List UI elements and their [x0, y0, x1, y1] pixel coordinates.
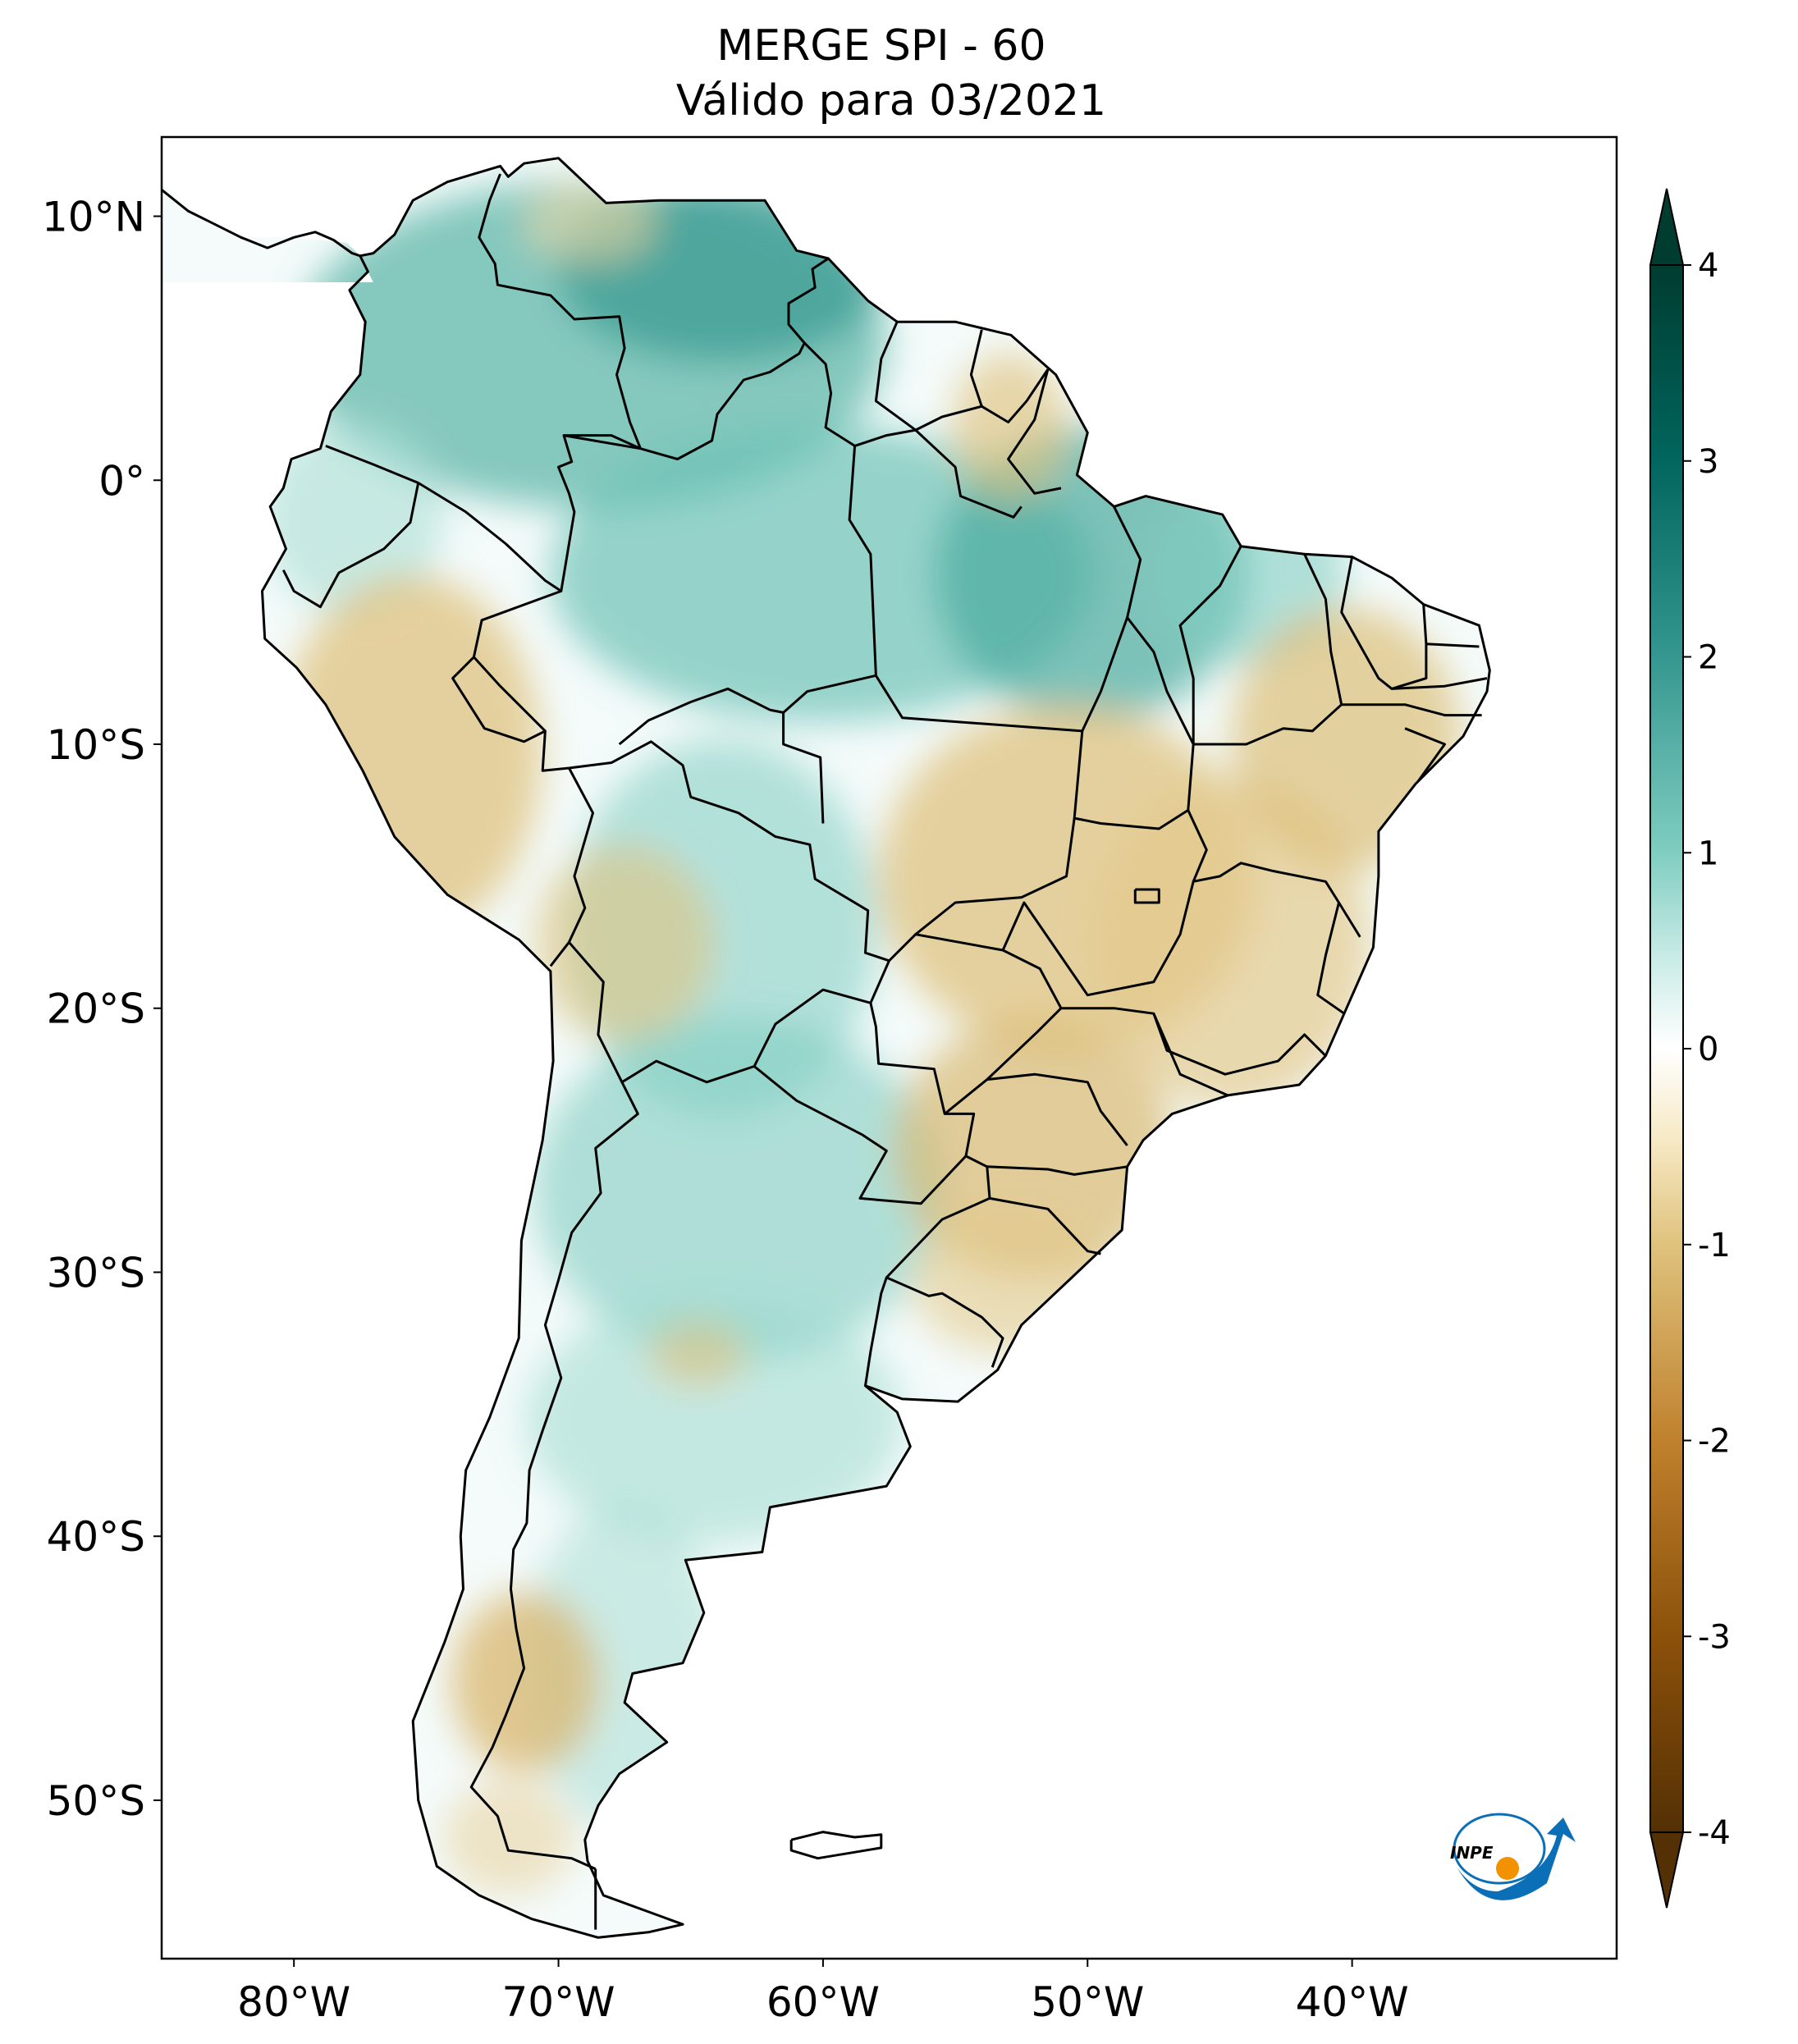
- political-boundary: [782, 712, 825, 824]
- political-boundary: [848, 446, 877, 676]
- political-boundary: [864, 1155, 991, 1387]
- political-boundary: [885, 1276, 1004, 1368]
- wet-region-ecuador: [263, 418, 443, 615]
- political-boundary: [451, 589, 570, 772]
- lon-tick-label: 80°W: [237, 1978, 350, 2026]
- dry-region-mendoza: [648, 1321, 747, 1387]
- political-boundary: [569, 740, 890, 963]
- political-boundary: [1341, 703, 1482, 717]
- dry-region-south-brazil: [894, 1017, 1174, 1280]
- lon-tick-label: 60°W: [766, 1978, 880, 2026]
- political-boundary: [478, 173, 642, 450]
- lat-tick-label: 20°S: [47, 985, 145, 1033]
- colorbar-tick-label: 2: [1698, 639, 1718, 677]
- political-boundary: [1391, 677, 1488, 690]
- lat-tick-label: 30°S: [47, 1249, 145, 1296]
- political-boundary: [473, 656, 547, 732]
- political-boundary: [1001, 880, 1195, 997]
- colorbar-tick-label: -1: [1698, 1227, 1731, 1264]
- longitude-axis: 80°W 70°W 60°W 50°W 40°W: [237, 1959, 1409, 2026]
- colorbar-tick-label: 3: [1698, 443, 1718, 481]
- political-boundary: [869, 1002, 976, 1157]
- political-boundary: [281, 482, 420, 609]
- lat-tick-label: 10°S: [47, 721, 145, 769]
- political-boundary: [1316, 902, 1345, 1015]
- political-boundary: [1133, 888, 1160, 904]
- political-boundary: [549, 941, 570, 967]
- political-boundary: [989, 1196, 1101, 1255]
- latitude-axis: 10°N 0° 10°S 20°S 30°S 40°S 50°S: [42, 194, 162, 1825]
- dry-region-tierra-del-fuego: [443, 1781, 574, 1895]
- lat-tick-label: 40°S: [47, 1513, 145, 1561]
- dry-region-bolivia-south: [533, 845, 714, 1042]
- political-boundary: [969, 329, 1050, 423]
- political-boundary: [915, 405, 982, 432]
- inpe-logo-text: INPE: [1450, 1843, 1494, 1863]
- colorbar-extend-min: [1649, 1831, 1685, 1909]
- political-boundary: [564, 434, 642, 450]
- lon-tick-label: 50°W: [1031, 1978, 1144, 2026]
- political-boundary: [568, 767, 594, 943]
- lon-tick-label: 70°W: [502, 1978, 615, 2026]
- political-boundary: [1007, 368, 1062, 495]
- colorbar-tick-label: 4: [1698, 247, 1718, 285]
- coastline: [261, 157, 1491, 1939]
- political-boundary: [640, 257, 830, 460]
- wet-region-chaco: [533, 1017, 944, 1362]
- colorbar-tick-label: -2: [1698, 1423, 1731, 1461]
- political-boundary: [914, 817, 1076, 935]
- colorbar-scale: [1649, 264, 1684, 1833]
- dry-region-patagonia: [451, 1592, 599, 1772]
- political-boundary: [888, 933, 1063, 1115]
- dry-region-amapa: [952, 353, 1067, 501]
- political-boundary: [1425, 642, 1480, 648]
- map-subtitle: Válido para 03/2021: [676, 76, 1106, 126]
- political-boundary: [875, 674, 1082, 733]
- lat-tick-label: 0°: [98, 457, 145, 505]
- political-boundary: [618, 674, 876, 746]
- lon-tick-label: 40°W: [1296, 1978, 1409, 2026]
- country-borders: [161, 157, 1491, 1939]
- political-boundary: [1178, 545, 1242, 744]
- dry-region-minas: [1091, 780, 1370, 1108]
- political-boundary: [1152, 1013, 1327, 1076]
- political-boundary: [568, 941, 890, 1084]
- colorbar-tick-label: 1: [1698, 835, 1718, 872]
- map-axes-border: [160, 135, 1618, 1960]
- colorbar-tick-label: -3: [1698, 1618, 1731, 1656]
- political-boundary: [803, 341, 916, 447]
- lat-tick-label: 50°S: [47, 1777, 145, 1825]
- political-boundary: [753, 1065, 968, 1205]
- colorbar: 4 3 2 1 0 -1 -2 -3 -4: [1649, 188, 1731, 1909]
- political-boundary: [1404, 727, 1446, 782]
- political-boundary: [789, 1831, 883, 1860]
- political-boundary: [469, 1081, 639, 1870]
- political-boundary: [1187, 809, 1361, 938]
- political-boundary: [986, 1072, 1128, 1146]
- colorbar-extend-max: [1649, 188, 1685, 266]
- political-boundary: [1193, 553, 1343, 746]
- political-boundary: [986, 1165, 1128, 1176]
- wet-region-amazon: [550, 427, 1091, 722]
- colorbar-tick-label: 0: [1698, 1031, 1718, 1068]
- central-america-coastline: [161, 189, 361, 258]
- map-title: MERGE SPI - 60: [716, 21, 1045, 71]
- political-boundary: [914, 429, 1023, 519]
- political-boundary: [874, 321, 917, 432]
- lat-tick-label: 10°N: [42, 194, 145, 241]
- colorbar-tick-label: -4: [1698, 1814, 1731, 1852]
- inpe-logo-icon: INPE: [1450, 1813, 1576, 1900]
- wet-region-pampas: [525, 1296, 903, 1543]
